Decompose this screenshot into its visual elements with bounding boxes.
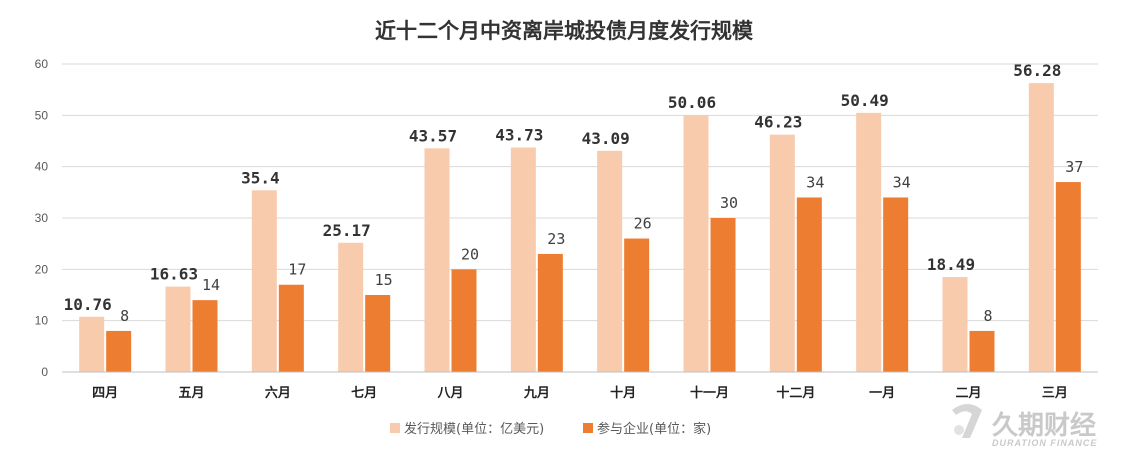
legend: 发行规模(单位：亿美元) 参与企业(单位：家) <box>390 421 711 437</box>
data-label-companies-7: 30 <box>720 194 738 212</box>
data-label-companies-10: 8 <box>983 307 992 325</box>
data-label-companies-8: 34 <box>806 173 824 191</box>
bar-scale-4 <box>424 148 450 372</box>
data-label-companies-11: 37 <box>1065 158 1083 176</box>
data-label-scale-9: 50.49 <box>841 91 889 110</box>
x-tick-label: 十二月 <box>776 385 815 401</box>
bar-scale-3 <box>338 242 364 372</box>
bar-scale-9 <box>856 112 882 373</box>
y-tick-label: 20 <box>35 262 49 276</box>
bar-companies-8 <box>796 197 822 372</box>
legend-label-scale: 发行规模(单位：亿美元) <box>404 421 544 437</box>
x-tick-label: 十月 <box>610 385 636 401</box>
data-label-scale-2: 35.4 <box>241 168 280 187</box>
data-label-scale-1: 16.63 <box>150 265 198 284</box>
bar-companies-1 <box>192 300 218 372</box>
gridlines <box>62 63 1098 322</box>
data-label-scale-5: 43.73 <box>495 126 543 145</box>
data-label-companies-1: 14 <box>202 276 220 294</box>
data-label-scale-8: 46.23 <box>754 113 802 132</box>
watermark: 久期财经 DURATION FINANCE <box>952 404 1097 448</box>
bar-companies-11 <box>1055 182 1081 372</box>
y-tick-label: 60 <box>35 57 49 71</box>
bar-companies-0 <box>106 330 132 372</box>
y-tick-label: 10 <box>35 314 49 328</box>
bar-companies-3 <box>365 295 391 372</box>
chart-title: 近十二个月中资离岸城投债月度发行规模 <box>375 18 754 43</box>
x-tick-label: 九月 <box>523 386 550 401</box>
data-label-companies-9: 34 <box>893 173 911 191</box>
bar-scale-1 <box>165 286 191 372</box>
bar-companies-5 <box>537 253 563 372</box>
y-tick-label: 50 <box>35 108 49 122</box>
data-label-scale-11: 56.28 <box>1013 61 1061 80</box>
bar-scale-11 <box>1028 83 1054 372</box>
bar-scale-0 <box>79 316 105 372</box>
bar-scale-10 <box>942 277 968 372</box>
x-tick-label: 六月 <box>265 385 291 401</box>
x-tick-label: 二月 <box>955 386 981 401</box>
legend-label-companies: 参与企业(单位：家) <box>597 421 711 437</box>
legend-swatch-scale <box>390 423 400 433</box>
data-label-scale-6: 43.09 <box>582 129 630 148</box>
bar-companies-9 <box>883 197 909 372</box>
data-label-companies-5: 23 <box>547 230 565 248</box>
data-label-companies-4: 20 <box>461 245 479 263</box>
data-label-scale-4: 43.57 <box>409 126 457 145</box>
bar-companies-6 <box>624 238 650 372</box>
data-label-companies-6: 26 <box>634 215 652 233</box>
data-label-companies-2: 17 <box>288 261 306 279</box>
legend-swatch-companies <box>583 423 593 433</box>
data-label-scale-10: 18.49 <box>927 255 975 274</box>
bar-companies-7 <box>710 218 736 372</box>
y-tick-label: 40 <box>35 160 49 174</box>
data-label-companies-0: 8 <box>120 307 129 325</box>
data-label-scale-3: 25.17 <box>323 221 371 240</box>
bar-scale-6 <box>597 150 623 372</box>
x-tick-label: 七月 <box>351 386 377 401</box>
x-tick-label: 四月 <box>92 386 118 401</box>
duration-finance-logo-icon <box>952 404 982 438</box>
x-tick-label: 十一月 <box>690 385 729 401</box>
data-label-scale-7: 50.06 <box>668 93 716 112</box>
y-tick-label: 0 <box>41 365 48 379</box>
watermark-subtitle: DURATION FINANCE <box>992 438 1097 448</box>
bar-scale-5 <box>510 147 536 372</box>
bar-companies-2 <box>278 284 304 372</box>
x-tick-label: 三月 <box>1042 386 1068 401</box>
bar-scale-2 <box>251 190 277 372</box>
bars <box>79 83 1081 373</box>
x-tick-label: 五月 <box>178 386 204 401</box>
y-axis-ticks: 0 10 20 30 40 50 60 <box>35 57 49 379</box>
x-tick-label: 八月 <box>436 386 463 401</box>
bar-scale-7 <box>683 115 709 372</box>
data-label-companies-3: 15 <box>375 271 393 289</box>
x-tick-label: 一月 <box>869 386 895 401</box>
data-label-scale-0: 10.76 <box>64 295 112 314</box>
bar-companies-4 <box>451 269 477 372</box>
y-tick-label: 30 <box>35 211 49 225</box>
watermark-name: 久期财经 <box>992 410 1096 441</box>
x-axis-ticks: 四月 五月 六月 七月 八月 九月 十月 十一月 十二月 一月 二月 三月 <box>92 385 1068 401</box>
bar-scale-8 <box>769 134 795 372</box>
bar-companies-10 <box>969 330 995 372</box>
